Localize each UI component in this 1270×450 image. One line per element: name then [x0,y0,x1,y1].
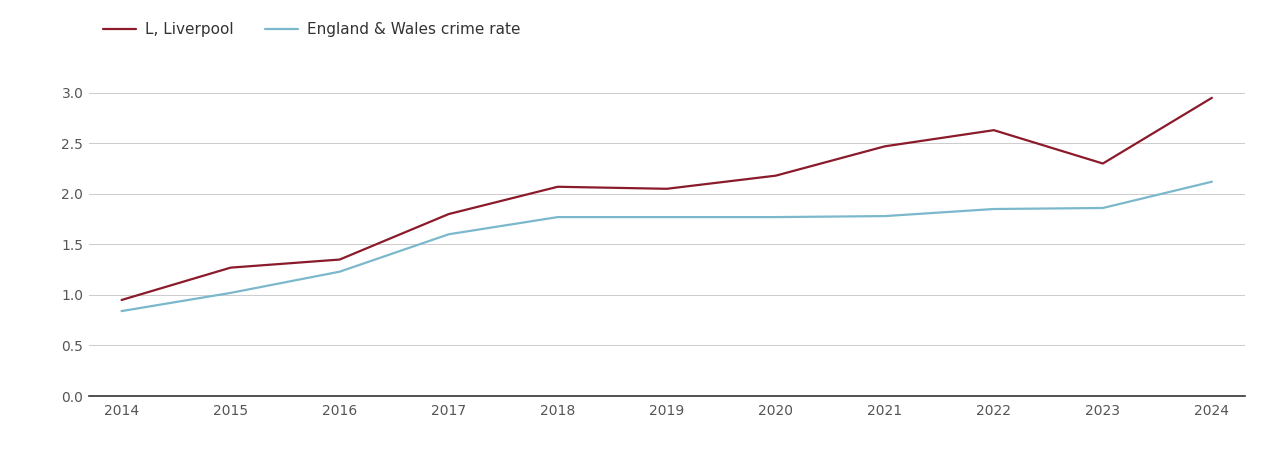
L, Liverpool [550,184,565,189]
L, Liverpool [1204,95,1219,100]
L, Liverpool [441,212,456,217]
England & Wales crime rate [1095,205,1110,211]
England & Wales crime rate [1204,179,1219,184]
England & Wales crime rate [768,214,784,220]
England & Wales crime rate [331,269,347,274]
England & Wales crime rate [224,290,239,296]
England & Wales crime rate [441,232,456,237]
L, Liverpool [987,127,1002,133]
L, Liverpool [331,257,347,262]
L, Liverpool [114,297,130,303]
England & Wales crime rate [878,213,893,219]
L, Liverpool [768,173,784,178]
England & Wales crime rate [550,214,565,220]
England & Wales crime rate [114,308,130,314]
L, Liverpool [659,186,674,192]
L, Liverpool [1095,161,1110,166]
England & Wales crime rate [659,214,674,220]
England & Wales crime rate [987,206,1002,211]
L, Liverpool [878,144,893,149]
Line: England & Wales crime rate: England & Wales crime rate [122,182,1212,311]
L, Liverpool [224,265,239,270]
Legend: L, Liverpool, England & Wales crime rate: L, Liverpool, England & Wales crime rate [97,16,527,43]
Line: L, Liverpool: L, Liverpool [122,98,1212,300]
